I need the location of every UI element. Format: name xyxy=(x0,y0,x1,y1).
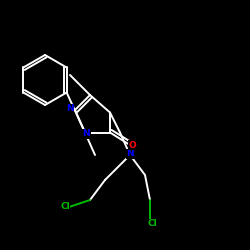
Text: N: N xyxy=(66,104,74,113)
Text: Cl: Cl xyxy=(148,219,158,228)
Text: O: O xyxy=(128,140,136,149)
Text: Cl: Cl xyxy=(60,202,70,211)
Text: N: N xyxy=(82,129,90,138)
Text: N: N xyxy=(126,149,134,158)
